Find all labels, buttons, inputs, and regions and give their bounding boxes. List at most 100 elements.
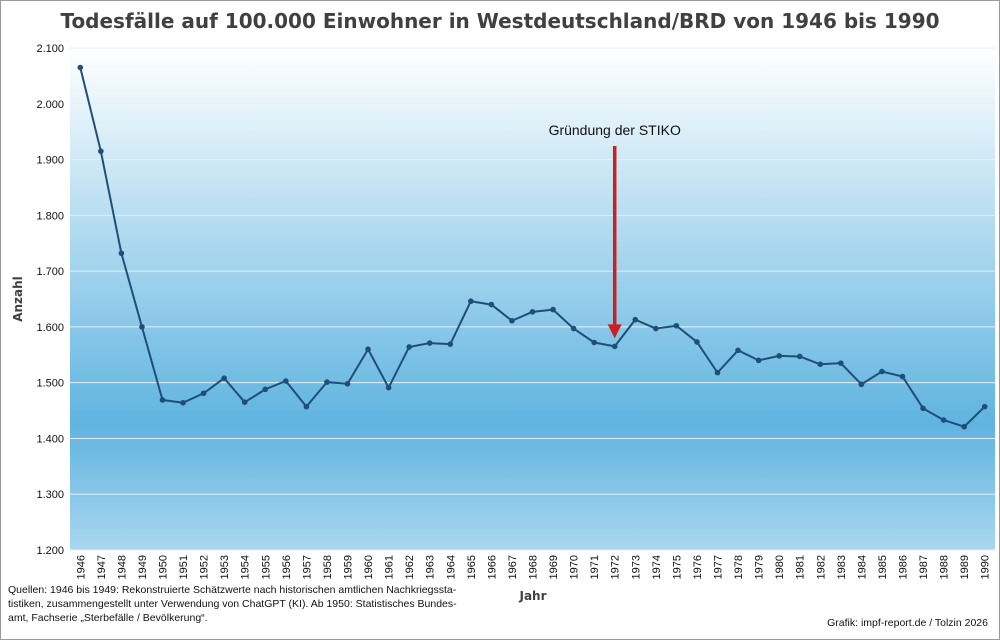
y-tick-label: 1.900 — [36, 155, 64, 167]
x-tick-label: 1954 — [240, 555, 252, 579]
data-point — [817, 361, 824, 368]
data-point — [981, 403, 988, 410]
x-tick-label: 1978 — [733, 555, 745, 579]
x-tick-label: 1967 — [507, 555, 519, 579]
data-point — [365, 346, 371, 353]
x-tick-label: 1968 — [528, 555, 540, 579]
data-point — [221, 375, 227, 382]
x-tick-label: 1973 — [630, 555, 642, 579]
x-tick-label: 1985 — [877, 555, 889, 579]
data-point — [591, 339, 597, 346]
x-tick-label: 1990 — [980, 555, 992, 579]
x-tick-label: 1963 — [425, 555, 437, 579]
data-point — [385, 384, 392, 391]
data-point — [858, 381, 865, 388]
data-point — [735, 347, 741, 354]
data-point — [468, 298, 474, 305]
y-tick-label: 1.400 — [36, 433, 64, 445]
data-point — [714, 369, 721, 376]
x-tick-label: 1975 — [671, 555, 683, 579]
x-tick-label: 1974 — [651, 555, 663, 579]
data-point — [899, 373, 906, 380]
data-point — [755, 357, 762, 364]
x-tick-label: 1956 — [281, 555, 293, 579]
y-tick-label: 2.000 — [36, 99, 64, 111]
x-tick-label: 1977 — [713, 555, 725, 579]
x-tick-label: 1949 — [137, 555, 149, 579]
y-tick-label: 1.600 — [36, 322, 64, 334]
x-tick-label: 1976 — [692, 555, 704, 579]
data-point — [961, 423, 967, 430]
x-tick-label: 1982 — [815, 555, 827, 579]
data-point — [98, 148, 104, 154]
data-point — [303, 403, 310, 410]
data-point — [139, 324, 145, 330]
data-point — [776, 353, 782, 359]
plot-area — [70, 48, 995, 550]
source-line: tistiken, zusammengestellt unter Verwend… — [8, 598, 457, 610]
x-tick-label: 1986 — [898, 555, 910, 579]
y-tick-label: 1.300 — [36, 489, 64, 501]
x-tick-label: 1981 — [795, 555, 807, 579]
data-point — [118, 250, 125, 257]
data-point — [838, 360, 844, 366]
data-point — [509, 317, 515, 324]
chart-title: Todesfälle auf 100.000 Einwohner in West… — [60, 9, 940, 33]
x-tick-label: 1988 — [939, 555, 951, 579]
data-point — [488, 301, 495, 308]
x-tick-label: 1983 — [836, 555, 848, 579]
data-point — [447, 341, 454, 347]
data-point — [529, 309, 536, 315]
data-point — [426, 340, 433, 346]
graphic-credit: Grafik: impf-report.de / Tolzin 2026 — [827, 617, 988, 629]
x-tick-label: 1961 — [384, 555, 396, 579]
data-point — [940, 417, 947, 423]
x-tick-label: 1979 — [754, 555, 766, 579]
x-tick-label: 1957 — [301, 555, 313, 579]
x-axis-label: Jahr — [518, 589, 546, 603]
x-tick-label: 1946 — [75, 555, 87, 579]
x-tick-label: 1955 — [260, 555, 272, 579]
x-tick-label: 1971 — [589, 555, 601, 579]
x-tick-label: 1962 — [404, 555, 416, 579]
data-point — [406, 344, 412, 350]
data-point — [653, 325, 659, 332]
y-tick-label: 1.200 — [36, 545, 64, 557]
x-tick-label: 1958 — [322, 555, 334, 579]
x-tick-label: 1972 — [610, 555, 622, 579]
x-tick-label: 1970 — [569, 555, 581, 579]
data-point — [879, 368, 885, 375]
x-tick-label: 1951 — [178, 555, 190, 579]
data-point — [920, 405, 926, 412]
x-tick-label: 1987 — [918, 555, 930, 579]
x-tick-label: 1948 — [116, 555, 128, 579]
data-point — [180, 399, 186, 406]
x-tick-label: 1950 — [158, 555, 170, 579]
annotation-arrowhead — [607, 324, 622, 339]
x-tick-label: 1969 — [548, 555, 560, 579]
x-tick-label: 1984 — [856, 555, 868, 579]
data-point — [632, 316, 639, 323]
data-point — [77, 64, 84, 71]
x-tick-label: 1960 — [363, 555, 375, 579]
data-point — [200, 390, 207, 397]
data-point — [611, 343, 618, 350]
y-tick-label: 2.100 — [36, 43, 64, 55]
data-point — [283, 378, 289, 384]
data-point — [570, 325, 577, 332]
x-tick-label: 1965 — [466, 555, 478, 579]
data-point — [796, 353, 803, 360]
x-tick-label: 1964 — [445, 555, 457, 579]
data-point — [694, 339, 700, 345]
x-tick-label: 1947 — [96, 555, 108, 579]
x-tick-label: 1980 — [774, 555, 786, 579]
x-tick-label: 1989 — [959, 555, 971, 579]
data-point — [344, 380, 351, 387]
y-tick-label: 1.700 — [36, 266, 64, 278]
data-point — [241, 399, 248, 405]
x-tick-label: 1966 — [486, 555, 498, 579]
data-point — [673, 322, 680, 329]
y-tick-label: 1.800 — [36, 210, 64, 222]
data-point — [262, 386, 269, 393]
